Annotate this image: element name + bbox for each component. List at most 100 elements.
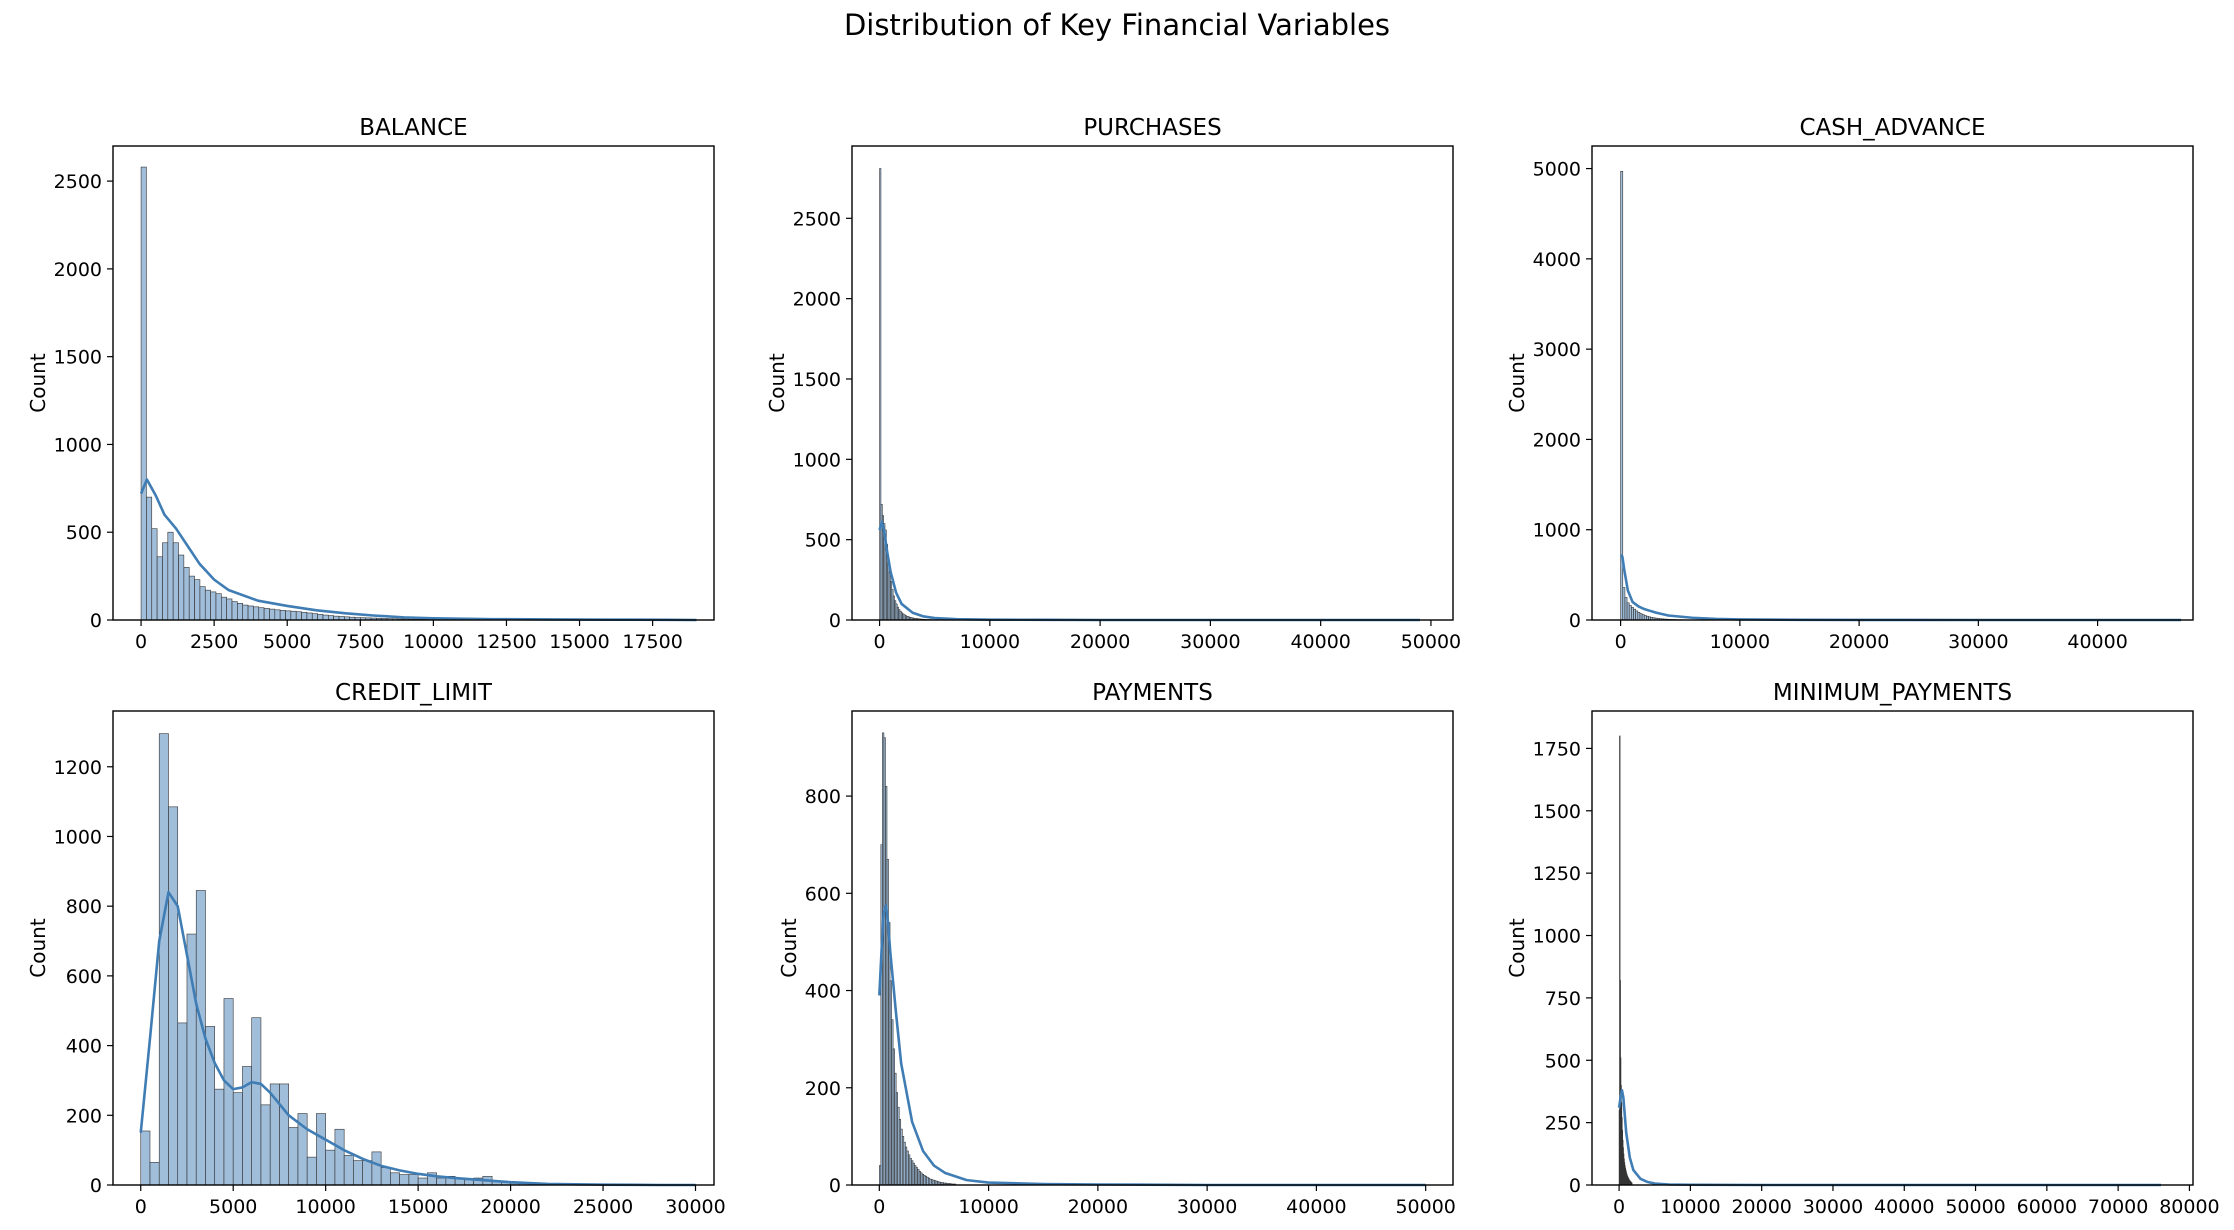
- histogram-bar: [295, 611, 302, 621]
- axes-frame: [851, 710, 1454, 1186]
- y-tick-label: 500: [66, 522, 102, 544]
- x-tick-label: 17500: [622, 631, 682, 653]
- subplot-title: PURCHASES: [1083, 115, 1221, 141]
- axes-frame: [112, 710, 715, 1186]
- histogram-bar: [260, 1104, 271, 1186]
- histogram-bar: [231, 601, 238, 621]
- histogram-bar: [285, 610, 292, 621]
- x-tick-label: 5000: [209, 1196, 257, 1218]
- y-tick-label: 400: [805, 981, 841, 1003]
- histogram-bar: [417, 1177, 428, 1186]
- axes-frame: [851, 145, 1454, 621]
- subplot-title: PAYMENTS: [1092, 680, 1213, 706]
- histogram-bar: [204, 589, 211, 621]
- y-tick-label: 1000: [1533, 926, 1581, 948]
- subplot-payments: 0 10000 20000 30000 40000 50000 0 200 400 600 800 P…: [777, 680, 1456, 1218]
- histogram-bar: [1628, 605, 1632, 621]
- histogram-bar: [390, 1172, 400, 1186]
- histogram-bar: [436, 1177, 447, 1186]
- histogram-bar: [162, 542, 169, 621]
- y-tick-label: 250: [1545, 1113, 1581, 1135]
- subplot-purchases: 0 10000 20000 30000 40000 50000 0 500 1000 1500 20…: [765, 115, 1461, 653]
- histogram-bar: [253, 606, 260, 621]
- x-tick-label: 70000: [2088, 1196, 2148, 1218]
- x-tick-label: 0: [1613, 1196, 1625, 1218]
- y-tick-label: 2000: [54, 259, 102, 281]
- y-tick-label: 800: [66, 896, 102, 918]
- histogram-bar: [306, 1156, 317, 1186]
- x-tick-label: 10000: [1710, 631, 1770, 653]
- histogram-bar: [1631, 607, 1634, 621]
- subplot-balance: 0 2500 5000 7500 10000 12500 15000 17500 0 500 100…: [26, 115, 715, 653]
- x-tick-label: 10000: [960, 631, 1020, 653]
- kde-curve: [1617, 1088, 2161, 1187]
- y-tick-label: 800: [805, 786, 841, 808]
- histogram-bar: [223, 998, 234, 1186]
- histogram-bar: [288, 1127, 299, 1186]
- y-tick-label: 1000: [1533, 520, 1581, 542]
- x-tick-label: 40000: [1874, 1196, 1934, 1218]
- histogram-bar: [186, 933, 197, 1186]
- y-tick-label: 500: [805, 530, 841, 552]
- y-tick-label: 1500: [1533, 801, 1581, 823]
- y-tick-label: 200: [66, 1105, 102, 1127]
- y-axis-label: Count: [765, 353, 789, 413]
- y-tick-label: 3000: [1533, 339, 1581, 361]
- x-tick-label: 0: [1615, 631, 1627, 653]
- histogram-bar: [322, 614, 329, 621]
- y-tick-label: 750: [1545, 988, 1581, 1010]
- histogram-bar: [325, 1149, 336, 1186]
- x-tick-label: 0: [874, 631, 886, 653]
- histogram-bar: [140, 166, 147, 621]
- histogram-bars: [140, 733, 696, 1186]
- histogram-bar: [408, 1174, 419, 1186]
- y-tick-label: 1750: [1533, 738, 1581, 760]
- y-tick-label: 1000: [54, 826, 102, 848]
- y-tick-label: 0: [829, 610, 841, 632]
- histogram-bar: [177, 1022, 188, 1186]
- histogram-bar: [306, 612, 313, 621]
- histogram-bar: [1624, 597, 1628, 621]
- histogram-bar: [263, 608, 270, 621]
- x-tick-label: 0: [135, 1196, 147, 1218]
- x-tick-label: 7500: [336, 631, 384, 653]
- y-tick-label: 1250: [1533, 863, 1581, 885]
- y-tick-label: 0: [829, 1175, 841, 1197]
- histogram-bar: [1622, 587, 1626, 621]
- figure-title: Distribution of Key Financial Variables: [843, 8, 1391, 42]
- axes-frame: [112, 145, 715, 621]
- histogram-bar: [317, 614, 324, 621]
- histogram-bar: [269, 608, 276, 621]
- x-tick-label: 40000: [1290, 631, 1350, 653]
- histogram-bar: [334, 1128, 345, 1186]
- x-tick-label: 10000: [1660, 1196, 1720, 1218]
- x-tick-label: 30000: [665, 1196, 725, 1218]
- y-axis-label: Count: [1505, 353, 1529, 413]
- histogram-bar: [172, 542, 179, 621]
- histogram-bar: [221, 596, 227, 621]
- kde-curve: [878, 904, 1426, 1187]
- y-tick-label: 4000: [1533, 249, 1581, 271]
- histogram-bar: [1633, 608, 1636, 621]
- x-tick-label: 20000: [480, 1196, 540, 1218]
- x-tick-label: 12500: [476, 631, 536, 653]
- histogram-bar: [194, 579, 201, 621]
- histogram-bar: [178, 554, 185, 621]
- y-axis-label: Count: [26, 918, 50, 978]
- axes-frame: [1591, 710, 2194, 1186]
- histogram-bar: [251, 1017, 262, 1186]
- histogram-bar: [301, 611, 308, 621]
- y-tick-label: 0: [1569, 610, 1581, 632]
- x-tick-label: 15000: [388, 1196, 448, 1218]
- y-tick-label: 0: [90, 610, 102, 632]
- y-tick-label: 2000: [1533, 429, 1581, 451]
- subplot-title: MINIMUM_PAYMENTS: [1773, 680, 2012, 706]
- x-tick-label: 30000: [1948, 631, 2008, 653]
- y-tick-label: 0: [90, 1175, 102, 1197]
- histogram-bar: [1626, 602, 1630, 621]
- x-tick-label: 10000: [403, 631, 463, 653]
- histogram-bar: [1641, 614, 1645, 621]
- kde-curve: [139, 890, 696, 1187]
- x-tick-label: 40000: [1286, 1196, 1346, 1218]
- x-tick-label: 10000: [958, 1196, 1018, 1218]
